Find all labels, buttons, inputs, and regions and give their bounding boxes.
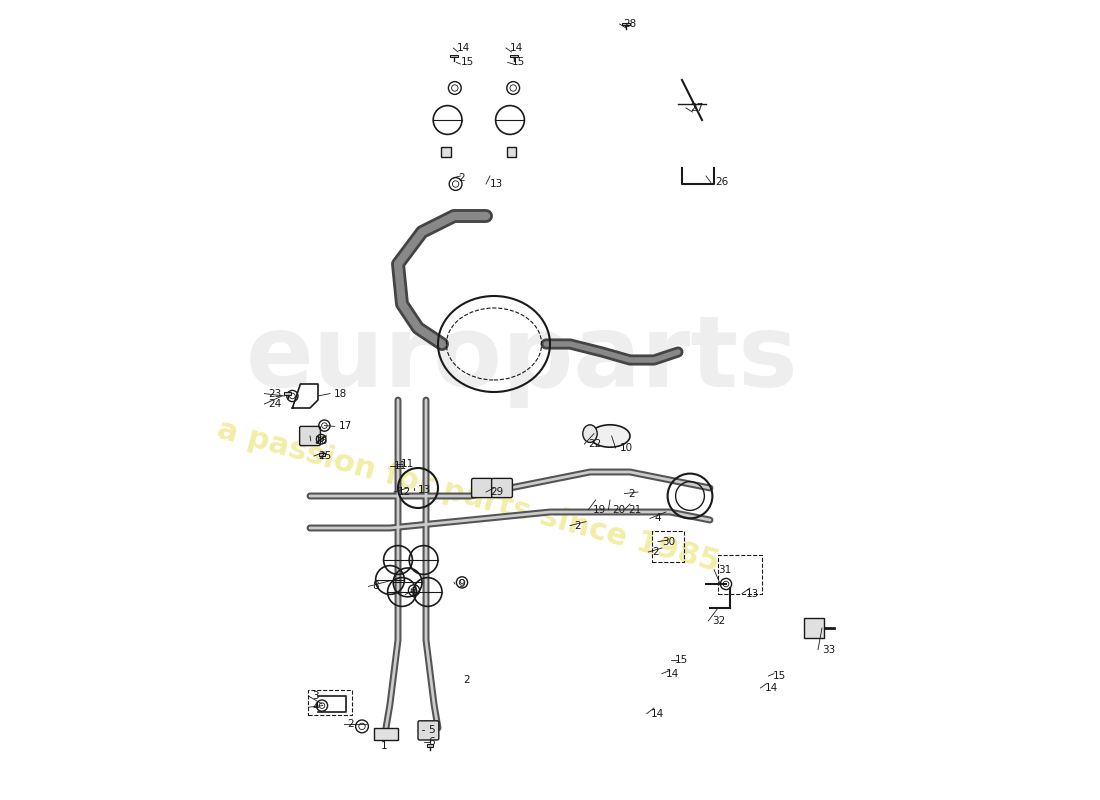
Text: 15: 15 [674,655,689,665]
Text: 1: 1 [382,741,388,750]
FancyBboxPatch shape [472,478,493,498]
Text: 2: 2 [348,719,354,729]
Text: 14: 14 [764,683,778,693]
Text: 10: 10 [619,443,632,453]
Text: 14: 14 [651,709,664,718]
Bar [285,392,290,394]
Bar [450,54,458,58]
Bar [427,744,433,747]
Text: 17: 17 [339,422,352,431]
Ellipse shape [590,425,630,447]
Text: 23: 23 [268,389,282,398]
Text: a passion for parts since 1985: a passion for parts since 1985 [214,415,723,577]
Bar [804,618,824,638]
Text: 4: 4 [654,514,661,523]
Text: 29: 29 [490,487,504,497]
Text: 8: 8 [373,582,380,591]
Text: 9: 9 [459,579,465,589]
Text: 14: 14 [666,669,680,678]
Text: 6: 6 [428,738,435,747]
Text: 5: 5 [428,725,435,734]
Text: 14: 14 [458,43,471,53]
Text: 12: 12 [398,487,411,497]
Text: 13: 13 [418,486,431,495]
Bar [510,54,518,58]
Text: 15: 15 [512,58,525,67]
Bar [652,531,684,562]
Text: 22: 22 [588,439,602,449]
Bar [507,147,516,157]
Text: 2: 2 [458,173,464,182]
Text: 24: 24 [268,399,282,409]
Text: 19: 19 [593,505,606,514]
FancyBboxPatch shape [492,478,513,498]
Text: 2: 2 [574,521,581,530]
Text: 11: 11 [400,459,414,469]
Text: 11: 11 [394,461,407,470]
Text: 32: 32 [713,616,726,626]
Text: 2: 2 [628,489,635,498]
Bar [319,453,326,456]
Text: 26: 26 [715,178,728,187]
Text: 7: 7 [409,590,416,599]
Text: 2: 2 [463,675,470,685]
Text: 27: 27 [690,103,703,113]
Bar [623,22,630,26]
Text: 33: 33 [822,645,835,654]
Text: 16: 16 [315,436,328,446]
Bar [441,147,451,157]
Text: 21: 21 [628,505,641,514]
Text: europarts: europarts [246,311,799,409]
Ellipse shape [583,425,597,442]
Text: 14: 14 [510,43,524,53]
Bar [374,728,398,740]
Bar [718,555,762,594]
Text: 2: 2 [652,547,659,557]
Text: 3: 3 [312,691,319,701]
FancyBboxPatch shape [299,426,320,446]
Text: 20: 20 [613,505,626,514]
Text: 30: 30 [662,537,675,546]
Text: 18: 18 [334,389,348,398]
Text: 13: 13 [746,589,759,598]
Text: 28: 28 [624,19,637,29]
Text: 4: 4 [312,702,319,712]
FancyBboxPatch shape [418,721,439,740]
Text: 25: 25 [318,451,331,461]
Text: 15: 15 [461,58,474,67]
Text: 15: 15 [772,671,785,681]
Bar [308,690,352,715]
Text: 31: 31 [718,565,732,574]
Text: 13: 13 [490,179,504,189]
